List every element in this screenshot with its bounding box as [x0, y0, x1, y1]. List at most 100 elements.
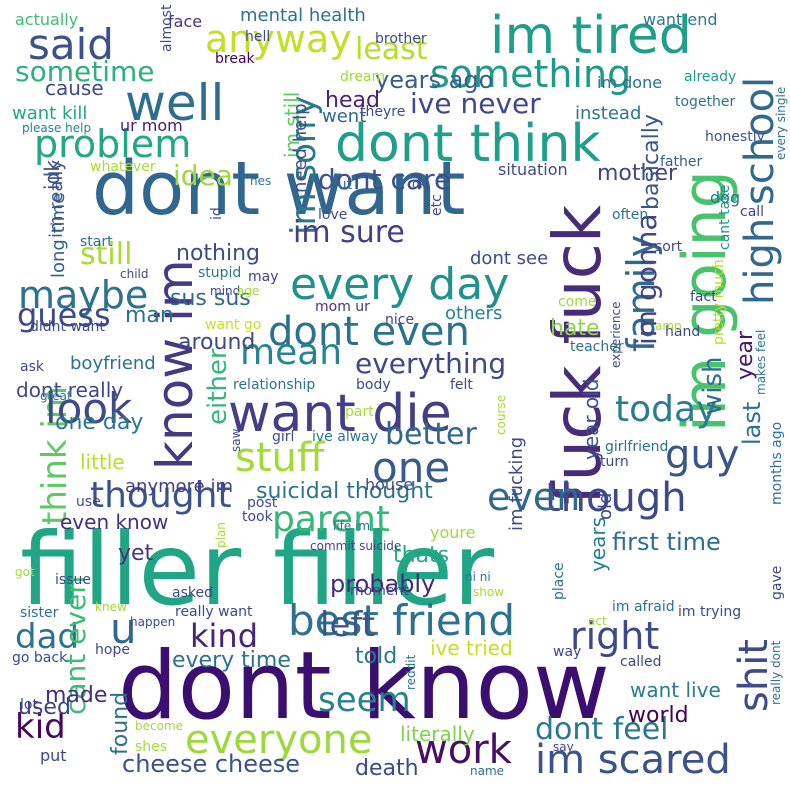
word-father: father — [660, 154, 703, 170]
word-mom-ur: mom ur — [315, 299, 370, 315]
word-something: something — [430, 52, 632, 96]
word-ive-alway: ive alway — [312, 429, 379, 445]
word-lot: lot — [20, 697, 38, 713]
word-every-time: every time — [172, 648, 291, 673]
word-body: body — [356, 377, 391, 393]
word-girl: girl — [272, 429, 295, 445]
word-almost: almost — [159, 4, 175, 52]
word-way: way — [553, 644, 582, 660]
word-gave: gave — [769, 565, 785, 600]
word-want-live: want live — [630, 678, 721, 702]
word-ni-ni: ni ni — [465, 570, 491, 584]
word-name: name — [470, 764, 505, 778]
word-love: love — [318, 207, 348, 223]
word-guess: guess — [17, 296, 111, 334]
word-idea: idea — [173, 159, 233, 192]
word-post: post — [247, 495, 278, 511]
word-really-want: really want — [175, 604, 253, 620]
word-place: place — [551, 562, 567, 600]
word-dont-think: dont think — [335, 114, 601, 174]
word-dad: dad — [15, 617, 79, 657]
word-better: better — [385, 417, 477, 452]
word-shit: shit — [731, 639, 777, 712]
word-house: house — [365, 475, 414, 494]
word-dont-want: dont want — [92, 146, 466, 232]
word-ok: ok — [412, 177, 427, 191]
word-thats: thats — [393, 543, 450, 568]
word-ive-never: ive never — [410, 87, 541, 120]
word-actually: actually — [15, 10, 79, 29]
word-wish: wish — [698, 356, 728, 415]
word-still: still — [80, 237, 133, 272]
word-seem: seem — [318, 680, 411, 720]
word-age: age — [237, 284, 260, 298]
word-already: already — [684, 69, 737, 85]
word-commit-suicide: commit suicide — [310, 539, 402, 553]
word-im-fucking: im fucking — [506, 436, 527, 531]
word-nice: nice — [385, 312, 415, 328]
word-sus-sus: sus sus — [170, 286, 251, 311]
word-want-go: want go — [205, 317, 262, 333]
word-honestly: honestly — [705, 129, 765, 145]
word-ive-tried: ive tried — [430, 636, 513, 660]
word-mental-health: mental health — [240, 5, 366, 26]
word-issue: issue — [55, 572, 91, 588]
word-dont-see: dont see — [470, 248, 549, 269]
word-id: id — [209, 207, 225, 220]
word-sister: sister — [20, 605, 59, 621]
word-dream: dream — [340, 69, 386, 85]
word-come: come — [558, 294, 597, 310]
word-plan: plan — [214, 522, 228, 548]
word-course: course — [494, 394, 508, 435]
word-im-scared: im scared — [535, 737, 731, 783]
word-whatever: whatever — [90, 159, 156, 175]
word-man: man — [125, 303, 174, 328]
word-experience: experience — [609, 301, 623, 368]
word-cause: cause — [45, 76, 104, 100]
word-girlfriend: girlfriend — [605, 439, 669, 455]
word-world: world — [628, 703, 689, 728]
word-everyone: everyone — [185, 717, 373, 763]
word-year-old: year old — [579, 378, 603, 460]
word-probably: probably — [330, 570, 436, 598]
word-start: start — [80, 234, 113, 250]
word-anymore-im: anymore im — [125, 476, 233, 497]
word-youre: youre — [430, 523, 476, 542]
word-maybe: maybe — [18, 273, 149, 317]
word-problem: problem — [34, 122, 192, 166]
word-cut: cut — [330, 177, 353, 193]
word-really-dont: really dont — [769, 640, 783, 705]
word-ur-mom: ur mom — [120, 116, 183, 135]
word-want-kill: want kill — [12, 103, 88, 124]
word-years: years — [586, 516, 610, 572]
word-old: old — [595, 492, 616, 520]
word-mind: mind — [210, 284, 241, 298]
word-hand: hand — [665, 324, 701, 340]
word-even-know: even know — [60, 510, 169, 534]
word-best-friend: best friend — [288, 596, 516, 645]
word-u: u — [110, 604, 137, 653]
word-life-im: life im — [333, 519, 371, 533]
word-thought: thought — [90, 475, 232, 516]
word-amp: amp — [655, 319, 682, 333]
word-everything: everything — [355, 347, 507, 380]
word-suicidal-thought: suicidal thought — [256, 479, 433, 504]
word-months-ago: months ago — [769, 421, 785, 505]
word-found: found — [108, 691, 133, 755]
word-every-day: every day — [290, 259, 510, 310]
word-show: show — [473, 585, 505, 599]
word-today: today — [615, 389, 718, 430]
word-little: little — [80, 450, 125, 474]
word-others: others — [445, 303, 503, 324]
word-dog: dog — [710, 188, 741, 207]
word-head: head — [325, 88, 380, 113]
word-hes: hes — [250, 174, 272, 188]
word-ask: ask — [20, 359, 44, 375]
word-dont-even: dont even — [268, 309, 470, 355]
word-kid: kid — [15, 707, 66, 747]
word-though: though — [545, 475, 687, 521]
word-boyfriend: boyfriend — [70, 353, 156, 374]
word-put: put — [40, 746, 67, 765]
word-dont-really: dont really — [16, 378, 124, 402]
word-look: look — [45, 384, 133, 433]
